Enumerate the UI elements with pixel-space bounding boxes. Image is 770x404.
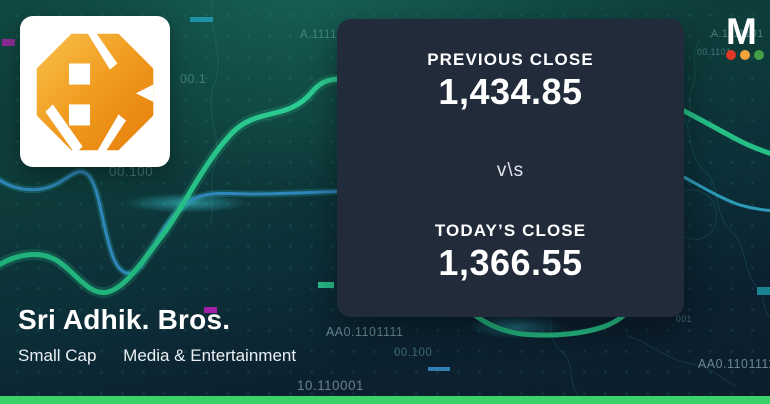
close-comparison-card: PREVIOUS CLOSE 1,434.85 v\s TODAY’S CLOS…	[337, 19, 684, 317]
company-info: Sri Adhik. Bros. Small Cap Media & Enter…	[18, 302, 296, 366]
tick-dash-purple	[2, 39, 15, 46]
vs-label: v\s	[496, 160, 525, 181]
previous-close-value: 1,434.85	[438, 71, 583, 112]
bg-ticker-text: 10.110001	[297, 377, 365, 393]
tick-dash-blue	[428, 367, 450, 371]
brand-dots-icon	[726, 50, 766, 60]
8b-monogram-icon	[36, 30, 154, 154]
tick-dash-green	[318, 282, 334, 288]
todays-close-value: 1,366.55	[438, 242, 583, 283]
market-cap-label: Small Cap	[18, 346, 97, 365]
bg-ticker-text: 00.1101	[697, 47, 732, 57]
bg-ticker-text: A.1111101	[711, 28, 764, 40]
bg-ticker-text: AA0.1101111	[326, 324, 404, 339]
company-meta: Small Cap Media & Entertainment	[18, 346, 296, 366]
bg-ticker-text: 001	[676, 314, 692, 324]
brand-m-icon: M	[726, 11, 757, 52]
tick-dash-magenta	[204, 307, 217, 313]
bg-ticker-text: AA0.1101111	[698, 356, 770, 371]
brand-logo: M	[726, 11, 766, 60]
previous-close-label: PREVIOUS CLOSE	[427, 50, 594, 69]
tick-dash-teal	[190, 17, 213, 22]
bg-ticker-text: 00.1	[180, 71, 207, 86]
tick-dash-teal-edge	[757, 287, 770, 295]
brand-dot-green	[754, 50, 764, 60]
company-name: Sri Adhik. Bros.	[18, 304, 231, 335]
brand-dot-red	[726, 50, 736, 60]
bg-ticker-text: 00.100	[109, 163, 154, 179]
todays-close-label: TODAY’S CLOSE	[434, 221, 587, 240]
bottom-accent-bar	[0, 396, 770, 404]
sector-label: Media & Entertainment	[123, 346, 297, 365]
company-logo-tile	[20, 16, 170, 167]
bg-ticker-text: 00.100	[394, 345, 433, 359]
brand-dot-orange	[740, 50, 750, 60]
